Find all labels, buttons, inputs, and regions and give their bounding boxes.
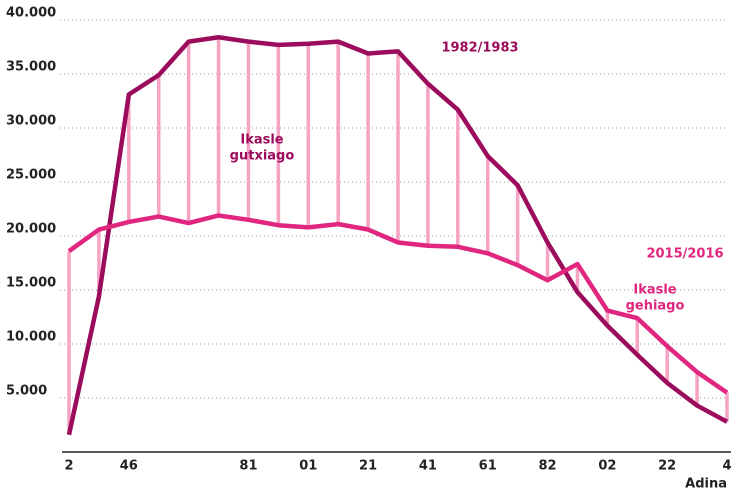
series-line: [66, 35, 729, 436]
y-tick-label: 20.000: [6, 222, 56, 237]
y-tick-label: 40.000: [6, 6, 56, 21]
x-tick-label: 02: [598, 459, 616, 474]
x-tick-label: 61: [479, 459, 497, 474]
x-tick-label: 4: [722, 459, 731, 474]
series-label: 1982/1983: [441, 41, 518, 56]
y-tick-label: 30.000: [6, 114, 56, 129]
y-tick-label: 15.000: [6, 276, 56, 291]
x-tick-label: 81: [239, 459, 257, 474]
y-tick-label: 5.000: [6, 384, 47, 399]
annotation: gutxiago: [230, 149, 295, 164]
annotation: Ikasle: [633, 283, 676, 298]
x-tick-label: 01: [299, 459, 317, 474]
y-tick-label: 10.000: [6, 330, 56, 345]
annotation: gehiago: [626, 299, 685, 314]
series-line: [67, 213, 729, 395]
x-axis-label: Adina: [685, 477, 727, 492]
x-tick-label: 2: [64, 459, 73, 474]
y-tick-label: 25.000: [6, 168, 56, 183]
x-tick-label: 41: [419, 459, 437, 474]
series-label: 2015/2016: [646, 247, 723, 262]
x-tick-label: 46: [120, 459, 138, 474]
x-tick-label: 21: [359, 459, 377, 474]
y-tick-label: 35.000: [6, 60, 56, 75]
x-tick-label: 82: [538, 459, 556, 474]
x-tick-label: 22: [658, 459, 676, 474]
annotation: Ikasle: [240, 133, 283, 148]
